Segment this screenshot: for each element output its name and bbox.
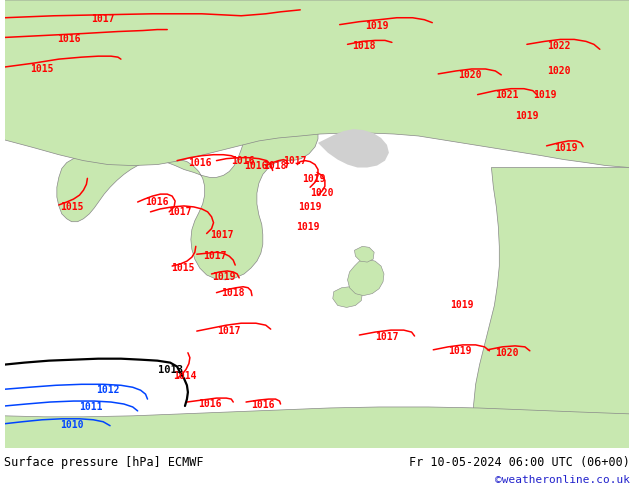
Text: 1017: 1017 bbox=[203, 251, 226, 261]
Polygon shape bbox=[57, 106, 318, 280]
Polygon shape bbox=[4, 0, 630, 168]
Text: 1015: 1015 bbox=[30, 64, 54, 74]
Text: 1017: 1017 bbox=[375, 332, 399, 342]
Text: 1011: 1011 bbox=[80, 402, 103, 412]
Text: Surface pressure [hPa] ECMWF: Surface pressure [hPa] ECMWF bbox=[4, 456, 204, 469]
Text: 1016: 1016 bbox=[244, 161, 268, 171]
Text: 1021: 1021 bbox=[495, 90, 519, 99]
Text: 1016: 1016 bbox=[198, 399, 221, 409]
Text: ©weatheronline.co.uk: ©weatheronline.co.uk bbox=[495, 475, 630, 485]
Text: 1014: 1014 bbox=[173, 371, 197, 381]
Text: 1020: 1020 bbox=[310, 188, 333, 198]
Text: 1020: 1020 bbox=[547, 66, 570, 76]
Text: 1019: 1019 bbox=[212, 272, 235, 282]
Text: 1018: 1018 bbox=[221, 288, 245, 297]
Text: 1013: 1013 bbox=[158, 365, 183, 374]
Text: 1019: 1019 bbox=[299, 202, 322, 212]
Text: 1019: 1019 bbox=[450, 300, 474, 311]
Text: 1015: 1015 bbox=[171, 263, 195, 273]
Text: 1017: 1017 bbox=[217, 326, 241, 336]
Text: 1012: 1012 bbox=[96, 385, 120, 395]
Text: 1017: 1017 bbox=[283, 156, 307, 166]
Polygon shape bbox=[347, 259, 384, 295]
Text: 1015: 1015 bbox=[60, 202, 84, 212]
Text: 1019: 1019 bbox=[296, 221, 320, 232]
Text: 1019: 1019 bbox=[302, 174, 326, 184]
Text: 1019: 1019 bbox=[533, 90, 557, 99]
Text: 1019: 1019 bbox=[555, 143, 578, 153]
Text: 1016: 1016 bbox=[146, 197, 169, 207]
Text: 1016: 1016 bbox=[57, 34, 81, 45]
Polygon shape bbox=[333, 287, 362, 307]
Text: 1018: 1018 bbox=[353, 41, 376, 51]
Text: 1010: 1010 bbox=[60, 420, 84, 430]
Text: 1016: 1016 bbox=[231, 156, 255, 166]
Text: 1019: 1019 bbox=[365, 21, 389, 30]
Text: 1020: 1020 bbox=[458, 70, 481, 80]
Polygon shape bbox=[318, 129, 389, 168]
Text: 1019: 1019 bbox=[448, 346, 472, 356]
Text: 1017: 1017 bbox=[91, 14, 115, 24]
Text: 1020: 1020 bbox=[495, 348, 519, 358]
Text: 1018: 1018 bbox=[263, 161, 287, 171]
Polygon shape bbox=[354, 246, 374, 262]
Text: 1017: 1017 bbox=[210, 229, 233, 240]
Text: 1016: 1016 bbox=[188, 158, 212, 168]
Text: 1022: 1022 bbox=[547, 41, 570, 51]
Text: 1016: 1016 bbox=[251, 400, 275, 410]
Text: Fr 10-05-2024 06:00 UTC (06+00): Fr 10-05-2024 06:00 UTC (06+00) bbox=[409, 456, 630, 469]
Polygon shape bbox=[473, 0, 630, 483]
Text: 1017: 1017 bbox=[168, 207, 191, 217]
Text: 1019: 1019 bbox=[515, 111, 539, 122]
Polygon shape bbox=[4, 407, 630, 448]
